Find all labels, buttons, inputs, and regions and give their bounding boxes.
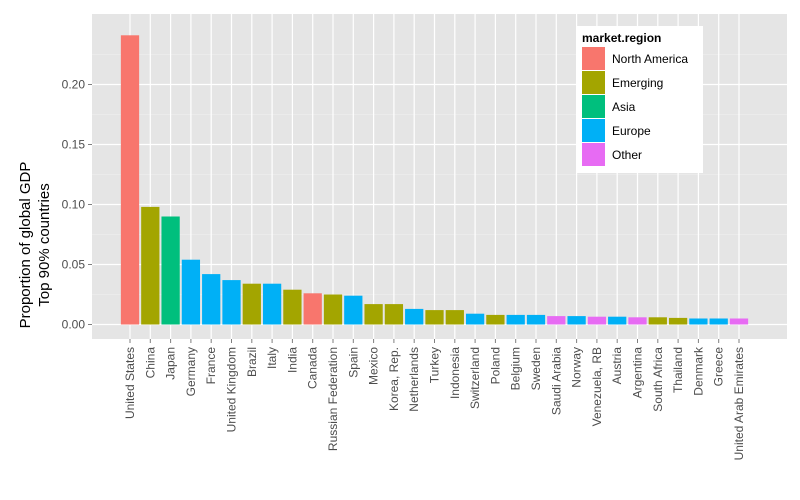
bar-poland xyxy=(486,314,505,325)
bar-netherlands xyxy=(405,308,424,325)
bar-united-kingdom xyxy=(222,280,241,325)
bar-norway xyxy=(567,316,586,325)
x-tick-label: South Africa xyxy=(651,347,665,412)
bar-saudi-arabia xyxy=(547,316,566,325)
legend-label: Emerging xyxy=(612,76,663,90)
x-tick-label: France xyxy=(204,347,218,385)
bar-austria xyxy=(608,316,627,325)
x-tick-label: Greece xyxy=(712,347,726,387)
x-tick-label: Thailand xyxy=(671,347,685,393)
bar-germany xyxy=(181,259,201,325)
bar-china xyxy=(141,206,160,325)
y-axis: 0.00 0.05 0.10 0.15 0.20 xyxy=(62,78,92,332)
x-tick-label: China xyxy=(143,347,157,379)
x-tick-label: Belgium xyxy=(509,347,523,390)
x-tick-label: Brazil xyxy=(245,347,259,377)
bar-france xyxy=(202,274,221,325)
x-tick-label: Germany xyxy=(184,347,198,396)
bar-spain xyxy=(344,295,363,325)
x-tick-label: Italy xyxy=(265,347,279,369)
legend-key-emerging xyxy=(582,71,605,94)
x-tick-label: United Arab Emirates xyxy=(732,347,746,460)
bar-turkey xyxy=(425,310,444,325)
legend-label: Other xyxy=(612,148,642,162)
x-tick-label: Saudi Arabia xyxy=(549,347,563,415)
x-tick-label: United States xyxy=(123,347,137,419)
x-tick-label: Venezuela, RB xyxy=(590,347,604,426)
bar-italy xyxy=(262,283,282,325)
x-tick-label: Netherlands xyxy=(407,347,421,412)
bars xyxy=(120,35,749,325)
x-tick-label: Canada xyxy=(306,347,320,389)
y-tick-label: 0.10 xyxy=(62,198,86,212)
bar-korea-rep- xyxy=(384,304,404,325)
y-tick-label: 0.00 xyxy=(62,318,86,332)
legend-label: North America xyxy=(612,52,688,66)
x-tick-label: India xyxy=(285,347,299,373)
x-tick-label: Norway xyxy=(570,347,584,388)
x-tick-label: Spain xyxy=(346,347,360,378)
legend-label: Asia xyxy=(612,100,636,114)
bar-denmark xyxy=(689,318,708,325)
bar-canada xyxy=(303,293,322,325)
y-tick-label: 0.05 xyxy=(62,258,86,272)
x-tick-label: Indonesia xyxy=(448,347,462,399)
x-tick-label: Sweden xyxy=(529,347,543,390)
bar-thailand xyxy=(668,317,688,325)
x-tick-label: Mexico xyxy=(367,347,381,385)
bar-india xyxy=(283,289,302,325)
bar-indonesia xyxy=(445,310,464,325)
x-tick-label: Denmark xyxy=(691,346,705,396)
x-tick-label: Argentina xyxy=(631,347,645,399)
legend-key-asia xyxy=(582,95,605,118)
y-axis-title: Proportion of global GDP xyxy=(17,162,34,329)
bar-russian-federation xyxy=(323,294,343,325)
legend-key-north-america xyxy=(582,47,605,70)
bar-south-africa xyxy=(648,317,667,325)
x-tick-label: Turkey xyxy=(428,347,442,383)
legend: market.region North America Emerging Asia E… xyxy=(576,26,703,173)
bar-argentina xyxy=(628,317,647,325)
legend-key-other xyxy=(582,143,605,166)
bar-greece xyxy=(709,318,728,325)
x-tick-label: Switzerland xyxy=(468,347,482,409)
bar-switzerland xyxy=(465,313,485,325)
legend-title: market.region xyxy=(582,31,661,45)
bar-sweden xyxy=(526,314,546,325)
x-axis: United States China Japan Germany France Unit… xyxy=(123,339,746,460)
bar-brazil xyxy=(242,283,261,325)
y-tick-label: 0.15 xyxy=(62,138,86,152)
x-tick-label: Russian Federation xyxy=(326,347,340,451)
y-tick-label: 0.20 xyxy=(62,78,86,92)
x-tick-label: Japan xyxy=(164,347,178,380)
bar-venezuela-rb xyxy=(587,316,607,325)
x-tick-label: Poland xyxy=(488,347,502,384)
x-tick-label: Korea, Rep. xyxy=(387,347,401,411)
legend-label: Europe xyxy=(612,124,651,138)
x-tick-label: United Kingdom xyxy=(225,347,239,432)
y-axis-subtitle: Top 90% countries xyxy=(36,183,53,306)
bar-japan xyxy=(161,216,180,325)
bar-belgium xyxy=(506,314,525,325)
x-tick-label: Austria xyxy=(610,347,624,385)
bar-mexico xyxy=(364,304,383,325)
bar-united-arab-emirates xyxy=(729,318,749,325)
legend-key-europe xyxy=(582,119,605,142)
bar-united-states xyxy=(120,35,140,325)
